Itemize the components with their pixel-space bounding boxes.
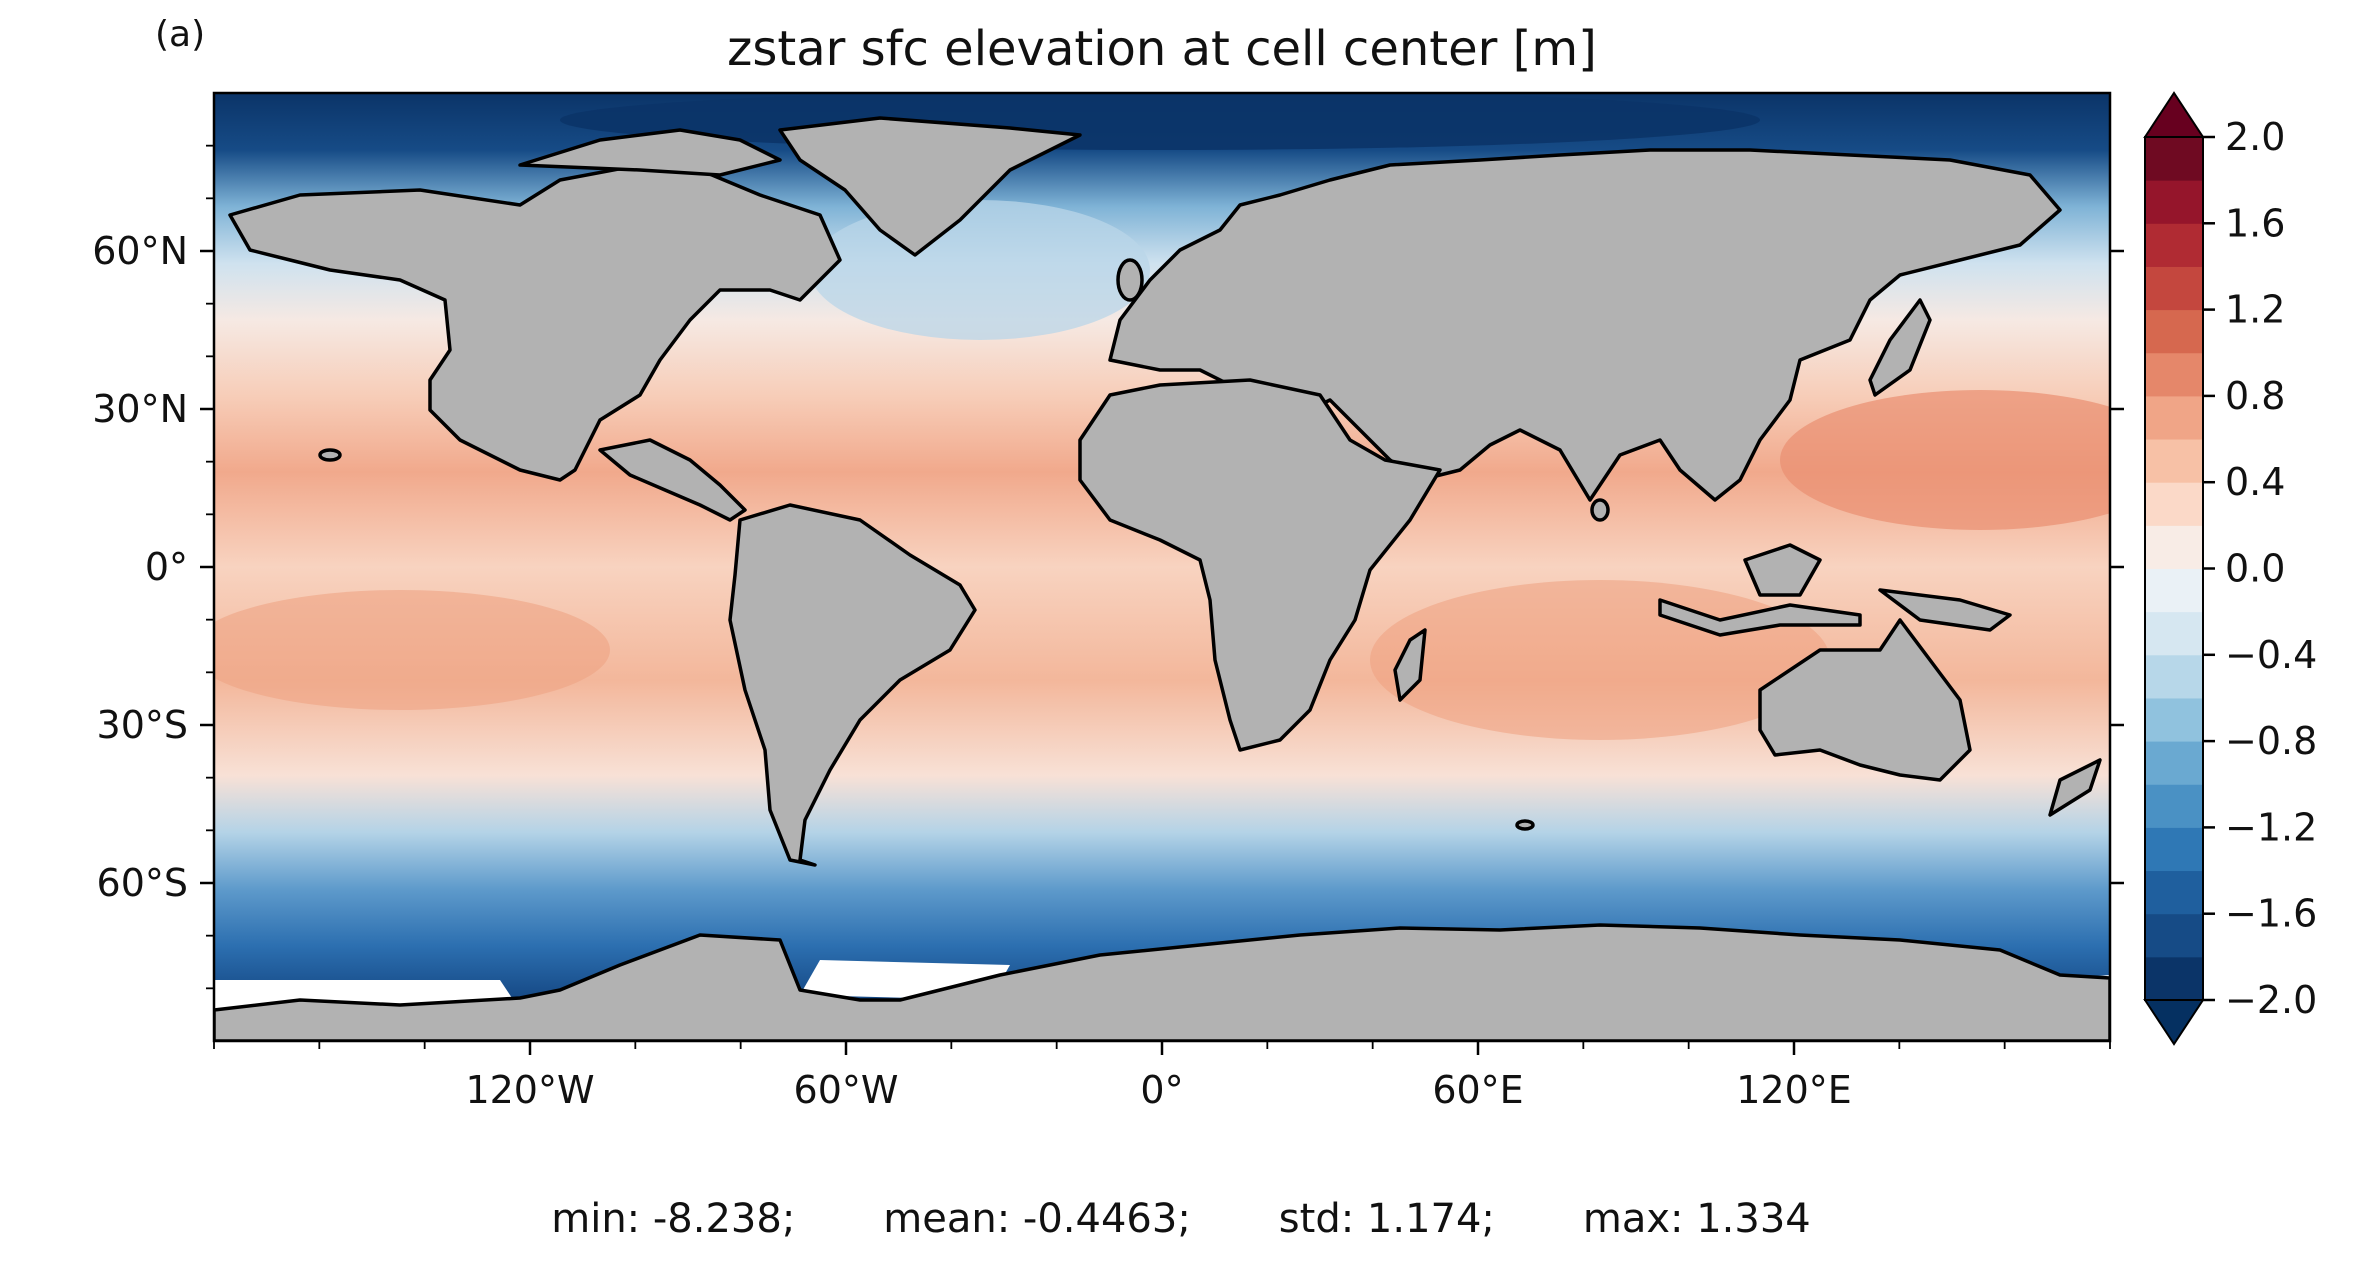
y-tick-label: 30°N — [92, 387, 188, 431]
land-africa — [1078, 378, 1442, 752]
colorbar-tick-label: −2.0 — [2225, 978, 2317, 1022]
colorbar-bin — [2145, 223, 2203, 267]
land-new-zealand — [2048, 758, 2102, 817]
colorbar-tick-label: −0.8 — [2225, 719, 2317, 763]
colorbar-tick-label: −1.6 — [2225, 892, 2317, 936]
y-axis: 60°N 30°N 0° 30°S 60°S — [92, 144, 2124, 990]
panel-label: (a) — [155, 14, 205, 55]
stats-line: min: -8.238; mean: -0.4463; std: 1.174; … — [0, 1196, 2362, 1242]
north-pacific-warm — [1780, 390, 2110, 530]
colorbar-bin — [2145, 266, 2203, 311]
land-antarctica — [214, 923, 2110, 1041]
stat-max: max: 1.334 — [1582, 1196, 1811, 1242]
land-britain — [1116, 258, 1144, 302]
colorbar-bin — [2145, 956, 2203, 1001]
land-madagascar — [1393, 628, 1427, 702]
colorbar-bin — [2145, 568, 2203, 613]
land-arctic-islands — [518, 128, 782, 177]
colorbar-bin — [2145, 395, 2203, 440]
land-central-america — [598, 438, 747, 522]
map-area — [214, 93, 2110, 1041]
y-tick-label: 60°S — [97, 861, 188, 905]
land-greenland — [778, 116, 1082, 257]
colorbar-bin — [2145, 439, 2203, 483]
x-tick-label: 60°E — [1432, 1068, 1523, 1112]
y-tick-label: 60°N — [92, 229, 188, 273]
land-new-guinea — [1878, 588, 2012, 632]
colorbar-bin — [2145, 827, 2203, 872]
stat-std: std: 1.174; — [1278, 1196, 1495, 1242]
stat-mean: mean: -0.4463; — [883, 1196, 1191, 1242]
land-japan — [1868, 298, 1932, 397]
colorbar-bin — [2145, 741, 2203, 785]
colorbar-bin — [2145, 482, 2203, 526]
colorbar-tick-label: 2.0 — [2225, 115, 2285, 159]
land-kerguelen — [1515, 819, 1535, 831]
x-tick-label: 60°W — [794, 1068, 899, 1112]
colorbar-bin — [2145, 870, 2203, 915]
map-title: zstar sfc elevation at cell center [m] — [727, 21, 1597, 77]
north-atlantic-cool — [810, 200, 1150, 340]
colorbar-tick-label: 0.0 — [2225, 547, 2285, 591]
land-australia — [1758, 618, 1972, 782]
land-indonesia — [1658, 598, 1862, 637]
y-tick-label: 0° — [145, 545, 188, 589]
land-hawaii — [318, 448, 342, 462]
land-borneo — [1743, 543, 1822, 597]
x-tick-label: 120°W — [465, 1068, 594, 1112]
colorbar-tick-label: −1.2 — [2225, 805, 2317, 849]
stat-min: min: -8.238; — [551, 1196, 796, 1242]
land-sri-lanka — [1590, 498, 1610, 522]
colorbar-tick-label: 1.6 — [2225, 201, 2285, 245]
colorbar-tick-label: −0.4 — [2225, 633, 2317, 677]
colorbar-bin — [2145, 611, 2203, 656]
colorbar-bin — [2145, 697, 2203, 742]
colorbar-extend-max — [2143, 91, 2205, 138]
colorbar-bin — [2145, 525, 2203, 569]
y-tick-label: 30°S — [97, 703, 188, 747]
colorbar-extend-min — [2143, 999, 2205, 1046]
colorbar-bin — [2145, 309, 2203, 354]
colorbar-tick-label: 1.2 — [2225, 288, 2285, 332]
colorbar: 2.0 1.6 1.2 0.8 0.4 0.0 −0.4 −0.8 −1.2 −1.6 −2.0 — [2143, 91, 2317, 1046]
x-tick-label: 120°E — [1736, 1068, 1852, 1112]
colorbar-bin — [2145, 180, 2203, 224]
colorbar-bin — [2145, 137, 2203, 181]
land-masses — [214, 116, 2110, 1041]
colorbar-bin — [2145, 352, 2203, 397]
east-pacific-warm — [214, 590, 610, 710]
colorbar-tick-label: 0.4 — [2225, 460, 2285, 504]
colorbar-bin — [2145, 654, 2203, 699]
colorbar-tick-label: 0.8 — [2225, 374, 2285, 418]
x-tick-label: 0° — [1140, 1068, 1183, 1112]
colorbar-bin — [2145, 784, 2203, 828]
colorbar-bin — [2145, 913, 2203, 958]
land-eurasia — [1108, 148, 2062, 502]
x-axis: 120°W 60°W 0° 60°E 120°E — [213, 1041, 2111, 1112]
land-south-america — [728, 503, 977, 867]
